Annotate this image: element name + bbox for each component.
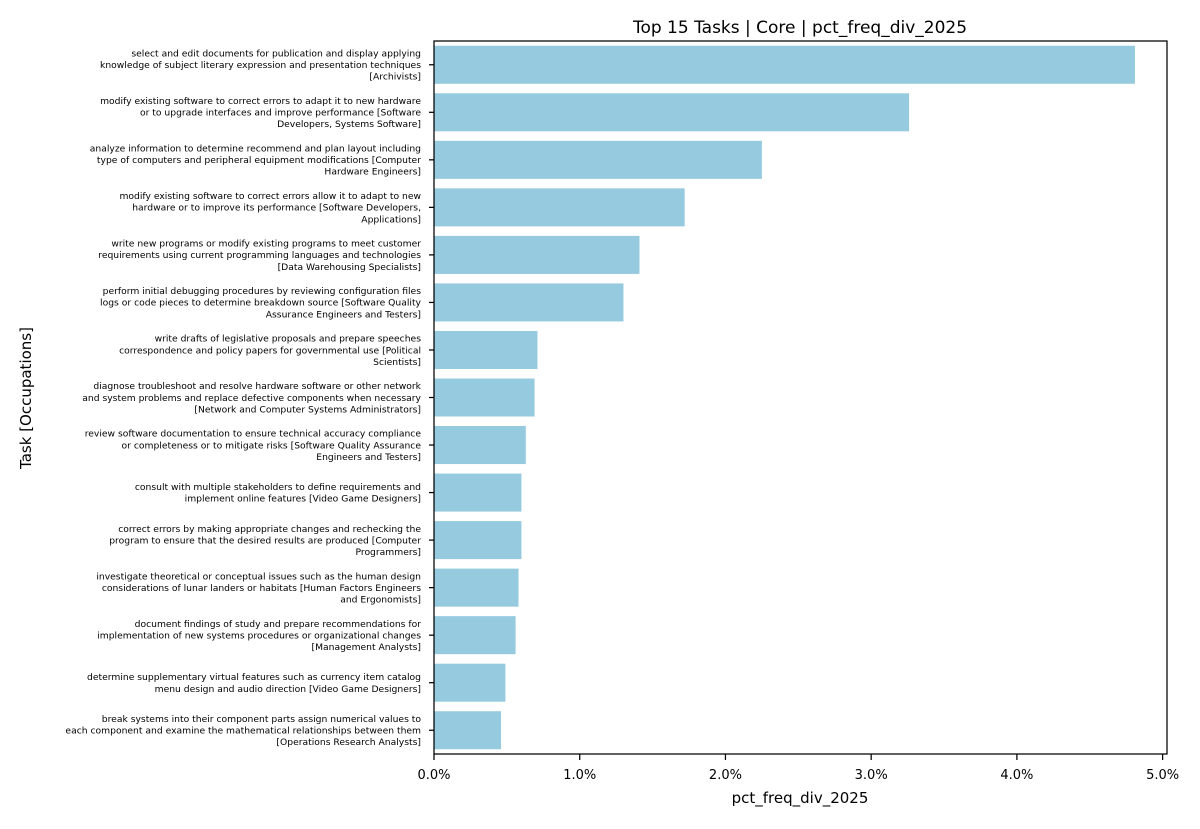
y-tick-label: modify existing software to correct erro… (100, 96, 421, 130)
y-tick-label: write new programs or modify existing pr… (98, 239, 421, 273)
y-tick-label: break systems into their component parts… (65, 714, 421, 748)
y-tick-label: correct errors by making appropriate cha… (109, 524, 421, 558)
x-tick-label: 5.0% (1146, 768, 1179, 783)
plot-frame (433, 40, 1168, 755)
y-tick-label: diagnose troubleshoot and resolve hardwa… (82, 381, 421, 415)
bar (434, 568, 519, 607)
bar (434, 521, 522, 560)
bar (434, 330, 538, 369)
bar (434, 283, 624, 322)
bar (434, 45, 1135, 84)
chart-title: Top 15 Tasks | Core | pct_freq_div_2025 (632, 18, 967, 38)
y-tick-label: document findings of study and prepare r… (97, 619, 421, 653)
y-tick-label: perform initial debugging procedures by … (100, 286, 422, 320)
x-tick-label: 1.0% (563, 768, 596, 783)
bar (434, 140, 762, 179)
x-tick-label: 2.0% (709, 768, 742, 783)
y-tick-label: analyze information to determine recomme… (90, 144, 421, 178)
y-tick-label: review software documentation to ensure … (85, 429, 422, 463)
bar (434, 663, 506, 702)
bar (434, 188, 685, 227)
bar (434, 711, 502, 750)
bar (434, 473, 522, 512)
bar (434, 616, 516, 655)
x-tick-label: 0.0% (417, 768, 450, 783)
bar (434, 235, 640, 274)
y-axis-label: Task [Occupations] (17, 327, 35, 470)
bar (434, 93, 910, 132)
y-tick-label: investigate theoretical or conceptual is… (96, 571, 421, 605)
bar (434, 378, 535, 417)
x-tick-label: 3.0% (855, 768, 888, 783)
y-tick-label: modify existing software to correct erro… (119, 191, 421, 225)
x-axis-ticks: 0.0% 1.0% 2.0% 3.0% 4.0% 5.0% (417, 754, 1179, 783)
y-tick-label: write drafts of legislative proposals an… (119, 334, 421, 368)
x-axis-label: pct_freq_div_2025 (732, 789, 869, 808)
y-axis-ticks: select and edit documents for publicatio… (65, 48, 434, 748)
x-tick-label: 4.0% (1000, 768, 1033, 783)
y-tick-label: determine supplementary virtual features… (87, 672, 421, 695)
y-tick-label: consult with multiple stakeholders to de… (135, 482, 421, 505)
bars-layer (434, 45, 1135, 750)
y-tick-label: select and edit documents for publicatio… (100, 48, 421, 82)
bar (434, 426, 526, 465)
